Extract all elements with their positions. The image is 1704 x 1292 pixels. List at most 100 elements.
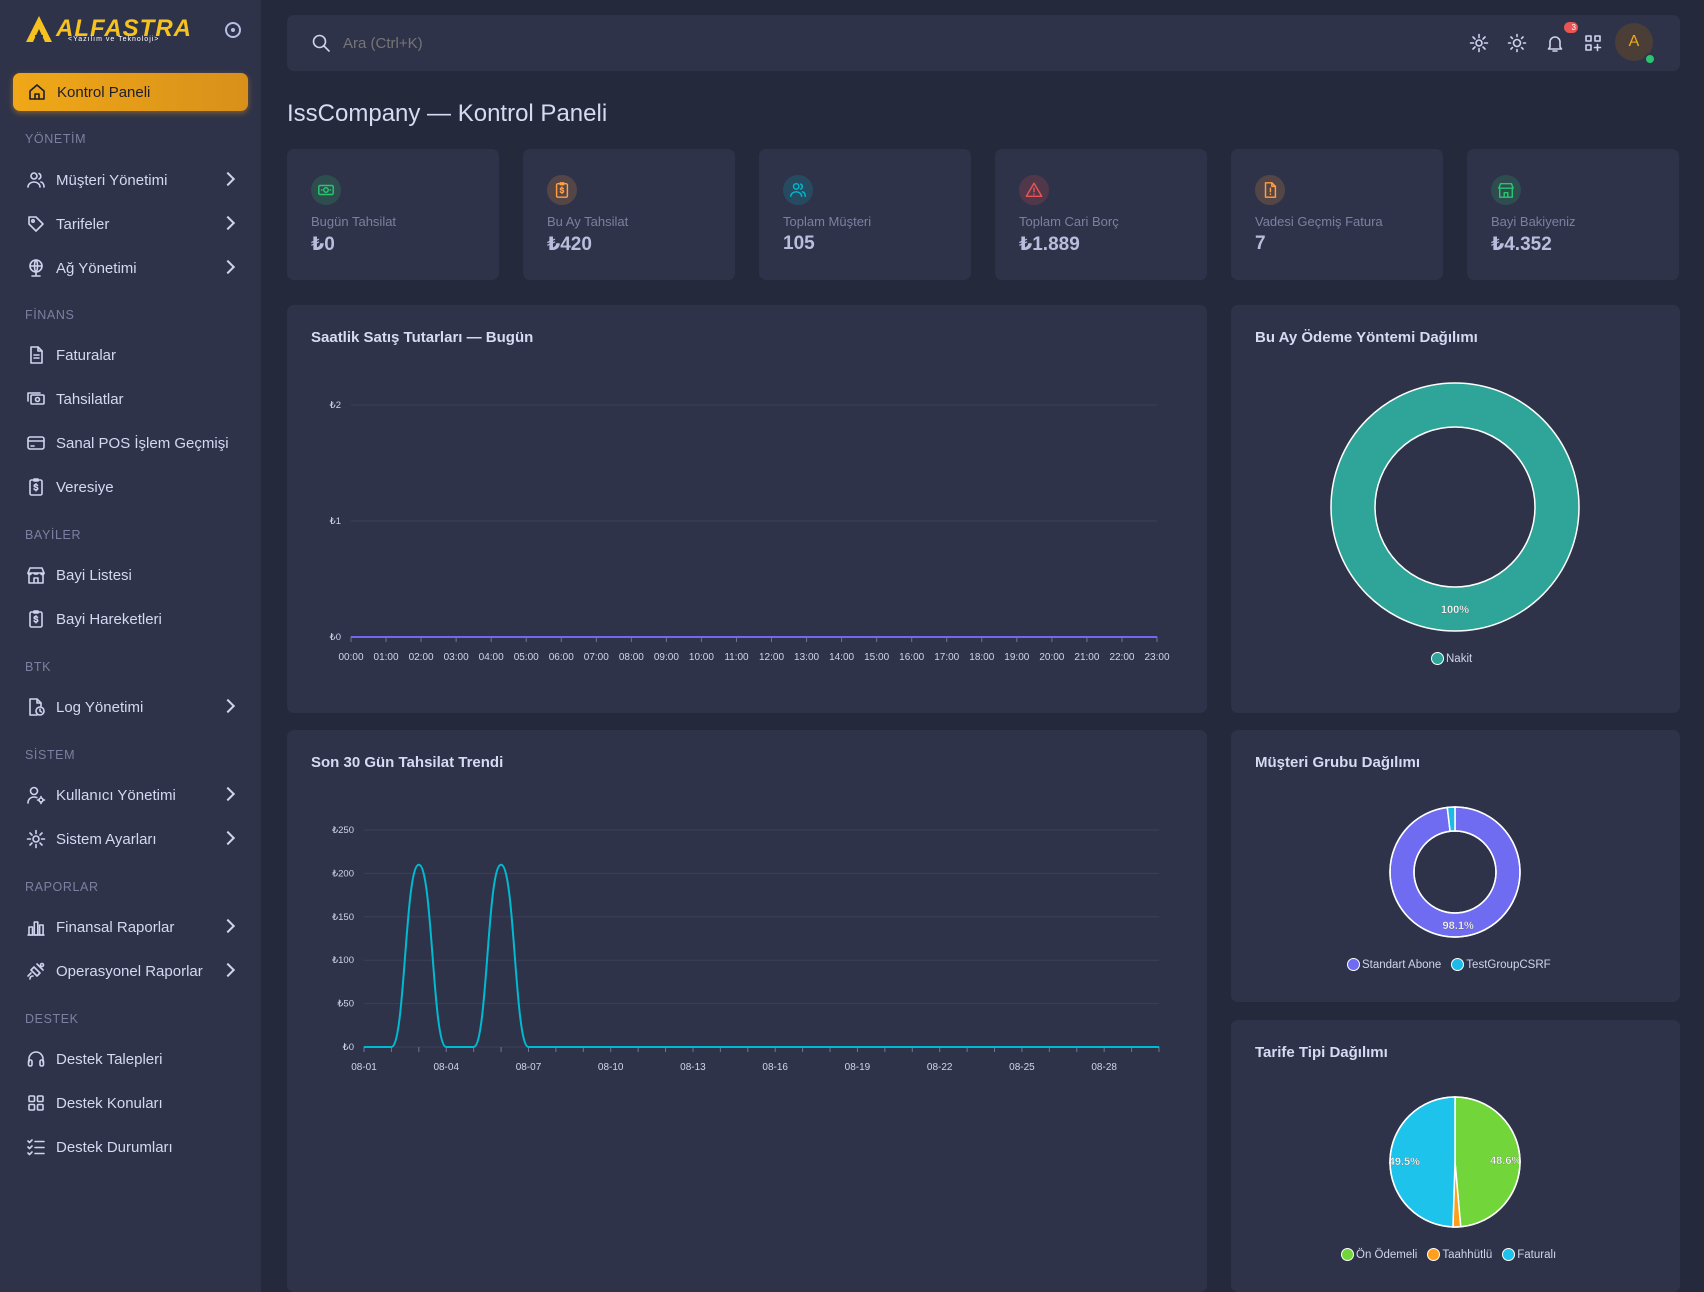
gear-icon[interactable] bbox=[1469, 33, 1489, 53]
trend-chart: ₺0 ₺50 ₺100 ₺150 ₺200 ₺250 08-01 08-04 08-07 08-1… bbox=[332, 825, 1160, 1073]
apps-add-icon[interactable] bbox=[1583, 33, 1603, 53]
sidebar-item-bayi-listesi[interactable]: Bayi Listesi bbox=[26, 560, 241, 590]
data-point bbox=[747, 1046, 749, 1048]
sidebar-item-label: Destek Konuları bbox=[56, 1094, 163, 1112]
search-input[interactable] bbox=[341, 34, 645, 53]
sidebar-item-destek-durumlari[interactable]: Destek Durumları bbox=[26, 1132, 241, 1162]
x-tick-label: 23:00 bbox=[1144, 652, 1169, 663]
legend-item[interactable]: Standart Abone bbox=[1347, 958, 1441, 971]
sidebar-item-label: Kullanıcı Yönetimi bbox=[56, 786, 176, 804]
legend-item[interactable]: TestGroupCSRF bbox=[1451, 958, 1551, 971]
sidebar-section-title: BTK bbox=[25, 660, 52, 674]
sidebar-pin-toggle-icon[interactable] bbox=[225, 22, 241, 38]
stat-label: Toplam Cari Borç bbox=[1019, 214, 1119, 229]
data-point bbox=[911, 636, 913, 638]
stat-card-toplam-musteri: Toplam Müşteri 105 bbox=[759, 149, 971, 280]
legend-item[interactable]: Ön Ödemeli bbox=[1341, 1248, 1417, 1261]
sidebar-item-sanal-pos[interactable]: Sanal POS İşlem Geçmişi bbox=[26, 428, 241, 458]
users-icon bbox=[783, 175, 813, 205]
data-point bbox=[560, 636, 562, 638]
sidebar-item-tarifeler[interactable]: Tarifeler bbox=[26, 209, 241, 239]
data-point bbox=[610, 1046, 612, 1048]
sidebar-item-musteri-yonetimi[interactable]: Müşteri Yönetimi bbox=[26, 165, 241, 195]
sidebar-item-label: Sistem Ayarları bbox=[56, 830, 157, 848]
clipboard-dollar-icon bbox=[29, 478, 43, 496]
y-tick-label: ₺250 bbox=[332, 825, 354, 836]
data-point bbox=[363, 1046, 365, 1048]
data-point bbox=[700, 636, 702, 638]
stat-label: Bayi Bakiyeniz bbox=[1491, 214, 1576, 229]
stat-value: 7 bbox=[1255, 233, 1266, 254]
x-tick-label: 07:00 bbox=[584, 652, 609, 663]
sidebar-item-label: Tarifeler bbox=[56, 215, 110, 233]
data-point bbox=[490, 636, 492, 638]
data-point bbox=[582, 1046, 584, 1048]
x-tick-label: 15:00 bbox=[864, 652, 889, 663]
x-tick-label: 08-04 bbox=[433, 1062, 459, 1073]
stat-label: Vadesi Geçmiş Fatura bbox=[1255, 214, 1383, 229]
sidebar-item-tahsilatlar[interactable]: Tahsilatlar bbox=[26, 384, 241, 414]
sidebar-item-kullanici-yonetimi[interactable]: Kullanıcı Yönetimi bbox=[26, 780, 241, 810]
home-icon bbox=[29, 84, 45, 100]
legend-item[interactable]: Nakit bbox=[1431, 652, 1472, 665]
legend-swatch bbox=[1431, 652, 1444, 665]
tariff-type-chart-card: Tarife Tipi Dağılımı 48.6% 49.5% Ön Ödeme… bbox=[1231, 1020, 1680, 1292]
sidebar-item-label: Faturalar bbox=[56, 346, 117, 364]
sidebar-item-log-yonetimi[interactable]: Log Yönetimi bbox=[26, 692, 241, 722]
sidebar-item-finansal-raporlar[interactable]: Finansal Raporlar bbox=[26, 912, 241, 942]
sidebar-item-bayi-hareketleri[interactable]: Bayi Hareketleri bbox=[26, 604, 241, 634]
stat-value: ₺420 bbox=[547, 234, 592, 255]
search-icon[interactable] bbox=[311, 33, 331, 53]
legend-item[interactable]: Taahhütlü bbox=[1427, 1248, 1492, 1261]
sidebar-item-destek-talepleri[interactable]: Destek Talepleri bbox=[26, 1044, 241, 1074]
data-point bbox=[1048, 1046, 1050, 1048]
x-tick-label: 22:00 bbox=[1109, 652, 1134, 663]
trend-chart-card: Son 30 Gün Tahsilat Trendi ₺0 ₺50 ₺100 ₺150… bbox=[287, 730, 1207, 1292]
invoice-icon bbox=[30, 346, 43, 364]
sidebar-section-title: DESTEK bbox=[25, 1012, 79, 1026]
x-tick-label: 00:00 bbox=[338, 652, 363, 663]
alert-triangle-icon bbox=[1019, 175, 1049, 205]
grid-icon bbox=[28, 1095, 44, 1111]
data-point bbox=[527, 1046, 529, 1048]
sidebar-item-label: Ağ Yönetimi bbox=[56, 259, 137, 277]
sidebar-item-label: Bayi Hareketleri bbox=[56, 610, 162, 628]
sidebar-item-destek-konulari[interactable]: Destek Konuları bbox=[26, 1088, 241, 1118]
sidebar-item-operasyonel-raporlar[interactable]: Operasyonel Raporlar bbox=[26, 956, 241, 986]
bell-icon[interactable] bbox=[1545, 33, 1565, 53]
chart-legend: Standart Abone TestGroupCSRF bbox=[1347, 958, 1561, 971]
sidebar-item-veresiye[interactable]: Veresiye bbox=[26, 472, 241, 502]
pie-outline bbox=[1389, 806, 1521, 938]
legend-item[interactable]: Faturalı bbox=[1502, 1248, 1556, 1261]
sidebar-item-sistem-ayarlari[interactable]: Sistem Ayarları bbox=[26, 824, 241, 854]
x-tick-label: 21:00 bbox=[1074, 652, 1099, 663]
sidebar-item-kontrol-paneli[interactable]: Kontrol Paneli bbox=[13, 73, 248, 111]
sidebar-item-ag-yonetimi[interactable]: Ağ Yönetimi bbox=[26, 253, 241, 283]
sidebar-section-title: RAPORLAR bbox=[25, 880, 99, 894]
x-tick-label: 08-16 bbox=[762, 1062, 788, 1073]
x-tick-label: 08-19 bbox=[845, 1062, 871, 1073]
data-point bbox=[595, 636, 597, 638]
sidebar-section-title: SİSTEM bbox=[25, 748, 76, 762]
online-status-dot bbox=[1644, 53, 1656, 65]
payment-method-chart-card: Bu Ay Ödeme Yöntemi Dağılımı 100% Nakit bbox=[1231, 305, 1680, 713]
payment-method-chart: 100% bbox=[1330, 382, 1580, 632]
data-point bbox=[665, 1046, 667, 1048]
sidebar-item-faturalar[interactable]: Faturalar bbox=[26, 340, 241, 370]
x-tick-label: 04:00 bbox=[479, 652, 504, 663]
data-point bbox=[802, 1046, 804, 1048]
data-point bbox=[806, 636, 808, 638]
stat-card-bayi-bakiyeniz: Bayi Bakiyeniz ₺4.352 bbox=[1467, 149, 1679, 280]
x-tick-label: 12:00 bbox=[759, 652, 784, 663]
y-tick-label: ₺0 bbox=[330, 632, 341, 643]
legend-label: Nakit bbox=[1446, 652, 1473, 665]
chart-title: Bu Ay Ödeme Yöntemi Dağılımı bbox=[1255, 329, 1478, 346]
x-tick-label: 01:00 bbox=[374, 652, 399, 663]
sidebar-item-label: Log Yönetimi bbox=[56, 698, 144, 716]
brand-logo[interactable]: ALFASTRA <Yazılım ve Teknoloji> bbox=[24, 14, 192, 44]
data-point bbox=[637, 1046, 639, 1048]
legend-label: TestGroupCSRF bbox=[1466, 958, 1551, 971]
sun-icon[interactable] bbox=[1507, 33, 1527, 53]
y-tick-label: ₺200 bbox=[332, 868, 354, 879]
data-label: 98.1% bbox=[1443, 920, 1474, 932]
